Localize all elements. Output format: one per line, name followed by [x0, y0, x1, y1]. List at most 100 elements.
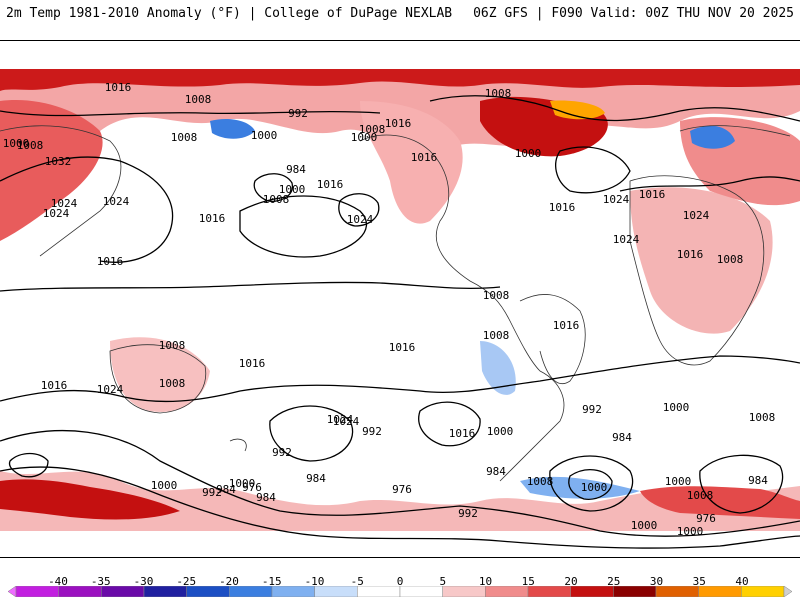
isobar-label: 1008: [483, 289, 510, 302]
isobar-label: 992: [582, 403, 602, 416]
colorbar-tick-label: 10: [478, 575, 493, 588]
isobar-label: 1000: [279, 183, 306, 196]
colorbar-segment: [783, 586, 792, 597]
isobar-label: 1000: [251, 129, 278, 142]
isobar-label: 1016: [389, 341, 416, 354]
isobars: [0, 95, 800, 549]
isobar-label: 1008: [185, 93, 212, 106]
isobar-labels: 1016100899210001008101610001032102410241…: [3, 81, 776, 538]
anomaly-shading: [0, 69, 800, 531]
isobar-label: 1000: [677, 525, 704, 538]
isobar-label: 992: [202, 486, 222, 499]
coastlines: [0, 125, 791, 482]
cold-anomaly-scandinavia: [690, 125, 735, 149]
warm-anomaly-band-south: [0, 471, 800, 531]
isobar-label: 1008: [485, 87, 512, 100]
isobar-label: 1024: [347, 213, 374, 226]
cool-anomaly-south-america: [480, 341, 516, 395]
colorbar-tick-label: 5: [439, 575, 447, 588]
isobar-label: 1016: [41, 379, 68, 392]
chart-title: 2m Temp 1981-2010 Anomaly (°F) | College…: [6, 6, 453, 21]
isobar-label: 1000: [3, 137, 30, 150]
isobar-label: 1016: [639, 188, 666, 201]
colorbar-tick-label: -40: [48, 575, 68, 588]
colorbar-tick-label: -30: [133, 575, 154, 588]
isobar-label: 1000: [581, 481, 608, 494]
isobar-label: 1024: [43, 207, 70, 220]
isobar-label: 1024: [97, 383, 124, 396]
isobar-label: 984: [486, 465, 506, 478]
isobar-label: 1008: [483, 329, 510, 342]
warm-anomaly-north-america: [360, 101, 463, 224]
isobar-label: 976: [242, 481, 262, 494]
colorbar-tick-label: 35: [692, 575, 706, 588]
isobar-label: 1000: [663, 401, 690, 414]
isobar-label: 1008: [687, 489, 714, 502]
isobar-label: 1000: [351, 131, 378, 144]
colorbar-tick-label: 30: [649, 575, 664, 588]
isobar-label: 976: [392, 483, 412, 496]
cold-anomaly-alaska: [210, 119, 255, 139]
isobar-label: 1008: [359, 123, 386, 136]
colorbar-tick-label: -5: [350, 575, 364, 588]
colorbar-tick-label: 40: [735, 575, 749, 588]
isobar-label: 1008: [17, 139, 44, 152]
isobar-label: 1008: [159, 377, 186, 390]
warm-anomaly-asia: [0, 100, 103, 241]
colorbar-tick-label: -10: [304, 575, 325, 588]
isobar-label: 1000: [665, 475, 692, 488]
isobar-label: 1016: [199, 212, 226, 225]
colorbar-tick-label: -35: [90, 575, 111, 588]
isobar-label: 984: [748, 474, 768, 487]
isobar-label: 992: [288, 107, 308, 120]
colorbar: [8, 586, 792, 597]
isobar-label: 1008: [717, 253, 744, 266]
isobar-label: 1024: [603, 193, 630, 206]
isobar-label: 1016: [385, 117, 412, 130]
isobar-label: 1008: [749, 411, 776, 424]
isobar-label: 1016: [449, 427, 476, 440]
isobar-label: 1008: [171, 131, 198, 144]
isobar-label: 1016: [105, 81, 132, 94]
isobar-label: 1024: [51, 197, 78, 210]
isobar-label: 984: [286, 163, 306, 176]
warm-anomaly-antarctic-east: [640, 486, 800, 519]
isobar-label: 1000: [631, 519, 658, 532]
isobar-label: 992: [272, 446, 292, 459]
colorbar-tick-label: -25: [176, 575, 197, 588]
warm-anomaly-core-north: [0, 69, 800, 91]
isobar-label: 1016: [411, 151, 438, 164]
isobar-label: 984: [216, 483, 236, 496]
colorbar-tick-label: -20: [219, 575, 239, 588]
isobar-label: 1008: [527, 475, 554, 488]
isobar-label: 1000: [229, 477, 256, 490]
isobar-label: 976: [696, 512, 716, 525]
isobar-label: 992: [362, 425, 382, 438]
colorbar-tick-label: 15: [521, 575, 535, 588]
extreme-warm-spot: [550, 100, 605, 120]
colorbar-tick-label: 0: [396, 575, 404, 588]
isobar-label: 1008: [159, 339, 186, 352]
isobar-label: 1016: [317, 178, 344, 191]
warm-anomaly-antarctic: [0, 479, 180, 520]
isobar-label: 1008: [263, 193, 290, 206]
isobar-label: 1000: [487, 425, 514, 438]
isobar-label: 1024: [613, 233, 640, 246]
isobar-label: 1016: [553, 319, 580, 332]
colorbar-segment: [399, 586, 443, 597]
warm-anomaly-africa: [630, 187, 773, 334]
isobar-label: 1016: [677, 248, 704, 261]
colorbar-tick-label: 25: [607, 575, 621, 588]
map-panel: 1016100899210001008101610001032102410241…: [0, 40, 800, 558]
isobar-label: 984: [256, 491, 276, 504]
colorbar-tick-label: 20: [564, 575, 578, 588]
colorbar-tick-label: -15: [261, 575, 282, 588]
isobar-label: 1000: [515, 147, 542, 160]
isobar-label: 984: [306, 472, 326, 485]
isobar-label: 1016: [97, 255, 124, 268]
isobar-label: 1024: [327, 413, 354, 426]
isobar-label: 1024: [103, 195, 130, 208]
colorbar-segment: [8, 586, 17, 597]
isobar-label: 1016: [549, 201, 576, 214]
isobar-label: 1016: [239, 357, 266, 370]
